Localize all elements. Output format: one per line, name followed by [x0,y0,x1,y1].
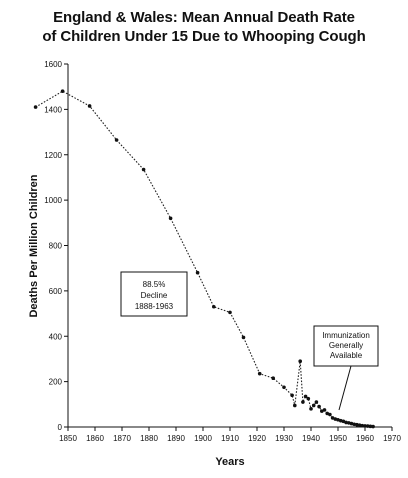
y-tick-label: 1000 [44,196,62,205]
y-tick-label: 0 [58,423,63,432]
data-point [365,424,370,428]
data-point [371,424,375,429]
data-point [363,424,367,428]
x-tick-label: 1920 [248,434,266,443]
data-point [317,404,321,409]
data-point [303,394,308,399]
data-point [311,403,316,408]
data-point [33,105,38,109]
data-point [352,422,357,427]
data-point [228,310,232,315]
data-point [114,138,119,142]
data-point [328,412,332,417]
data-point [309,407,313,411]
data-point [344,420,348,425]
chart-title-line1: England & Wales: Mean Annual Death Rate [53,9,355,26]
data-point [357,423,362,427]
data-point [347,421,351,425]
y-tick-label: 400 [49,332,63,341]
decline-annotation-line2: Decline [141,291,168,300]
decline-annotation-line3: 1888-1963 [135,302,174,311]
x-tick-label: 1960 [356,434,374,443]
x-tick-label: 1900 [194,434,212,443]
data-point [325,411,330,416]
data-point [87,104,92,108]
x-tick-label: 1870 [113,434,131,443]
data-point [322,408,327,412]
immunization-annotation-pointer [338,365,352,411]
data-point [314,400,319,404]
data-point [290,393,294,398]
data-point [330,416,335,420]
data-point [355,422,359,427]
data-point [195,270,200,275]
data-point [338,418,343,423]
data-point [282,385,286,390]
chart-title-line2: of Children Under 15 Due to Whooping Cou… [42,28,366,45]
x-tick-label: 1860 [86,434,104,443]
data-point [141,167,146,172]
y-tick-label: 1400 [44,105,62,114]
x-ticks: 1850 1860 1870 1880 1890 1900 1910 1920 1930 1940… [59,427,401,443]
data-point [360,423,365,428]
data-point [298,359,303,364]
x-tick-label: 1880 [140,434,158,443]
data-point [336,417,340,422]
data-point [271,376,276,381]
decline-annotation-box [120,271,188,317]
data-point [257,371,262,376]
data-point [341,419,346,424]
axes [67,64,392,428]
y-ticks: 0 200 400 600 800 1000 1200 1400 1600 [44,60,68,432]
x-tick-label: 1930 [275,434,293,443]
data-point [241,335,246,340]
data-point [60,89,65,94]
immunization-annotation-box [313,325,379,367]
data-point [212,304,216,309]
y-tick-label: 200 [49,378,63,387]
y-tick-label: 1600 [44,60,62,69]
x-tick-label: 1950 [329,434,347,443]
data-point [301,400,305,404]
data-point [349,421,354,426]
y-tick-label: 1200 [44,151,62,160]
data-point [320,409,324,413]
data-point [293,403,297,408]
data-point [306,396,311,401]
immunization-annotation-line3: Available [330,351,363,360]
series [33,89,375,429]
data-point [368,424,373,429]
y-axis-title: Deaths Per Million Children [28,174,40,317]
x-axis-title: Years [215,456,244,468]
decline-annotation-line1: 88.5% [143,280,166,289]
x-tick-label: 1890 [167,434,185,443]
y-tick-label: 800 [49,242,63,251]
data-point [333,417,338,421]
immunization-annotation-line1: Immunization [322,331,370,340]
y-tick-label: 600 [49,287,63,296]
x-tick-label: 1970 [383,434,401,443]
x-tick-label: 1850 [59,434,77,443]
annotations: 88.5% Decline 1888-1963 Immunization Gen… [120,271,379,411]
immunization-annotation-line2: Generally [329,341,363,350]
series-line [35,90,374,428]
chart-title: England & Wales: Mean Annual Death Rate … [0,8,408,46]
x-tick-label: 1940 [302,434,320,443]
data-point [168,216,173,221]
x-tick-label: 1910 [221,434,239,443]
